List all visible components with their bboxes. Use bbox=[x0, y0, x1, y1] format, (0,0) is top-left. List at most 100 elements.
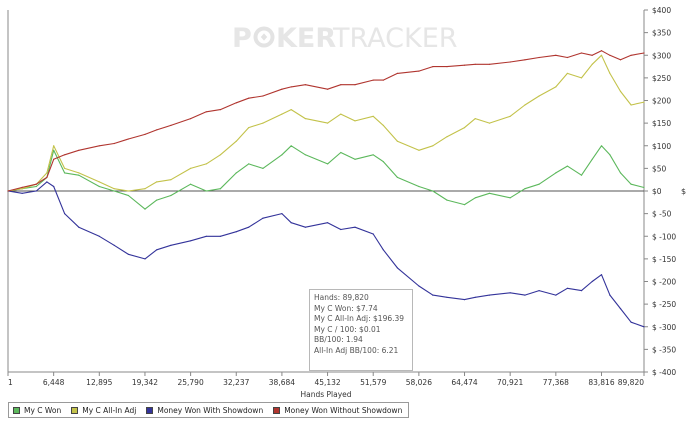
series-point-1 bbox=[354, 120, 356, 122]
chart-legend: My C Won My C All-In Adj Money Won With … bbox=[8, 402, 410, 418]
y-axis-label: $ bbox=[681, 187, 686, 196]
series-point-3 bbox=[382, 79, 384, 81]
legend-item-showdown[interactable]: Money Won With Showdown bbox=[142, 403, 269, 417]
legend-item-allin-adj[interactable]: My C All-In Adj bbox=[67, 403, 142, 417]
series-point-3 bbox=[630, 54, 632, 56]
series-point-2 bbox=[643, 326, 645, 328]
series-point-2 bbox=[35, 190, 37, 192]
series-point-2 bbox=[372, 233, 374, 235]
series-point-1 bbox=[488, 122, 491, 124]
hover-tooltip: Hands: 89,820 My C Won: $7.74 My C All-I… bbox=[309, 289, 413, 371]
series-point-3 bbox=[156, 129, 158, 131]
series-point-2 bbox=[600, 274, 603, 276]
series-point-1 bbox=[580, 77, 583, 79]
series-point-3 bbox=[396, 72, 398, 74]
x-tick-label: 12,895 bbox=[86, 378, 112, 387]
tooltip-c-won: My C Won: $7.74 bbox=[314, 303, 378, 313]
series-point-2 bbox=[509, 292, 511, 294]
y-tick-label: $ -50 bbox=[652, 210, 672, 219]
x-tick-label: 58,026 bbox=[406, 378, 432, 387]
legend-swatch bbox=[13, 406, 20, 414]
series-point-0 bbox=[524, 188, 526, 190]
series-point-1 bbox=[53, 145, 55, 147]
series-point-3 bbox=[113, 142, 115, 145]
x-tick-label: 45,132 bbox=[314, 378, 340, 387]
series-point-1 bbox=[643, 101, 645, 103]
series-point-0 bbox=[619, 172, 622, 174]
series-point-1 bbox=[98, 181, 100, 183]
series-point-3 bbox=[474, 63, 476, 65]
series-point-0 bbox=[432, 190, 434, 192]
series-point-1 bbox=[190, 167, 192, 169]
series-point-1 bbox=[382, 124, 384, 126]
series-point-0 bbox=[474, 197, 476, 199]
series-point-1 bbox=[340, 113, 342, 115]
series-point-0 bbox=[127, 194, 129, 197]
series-point-1 bbox=[78, 172, 80, 174]
series-point-3 bbox=[488, 63, 491, 65]
series-point-1 bbox=[432, 145, 434, 147]
watermark-p: P bbox=[232, 23, 252, 54]
series-point-3 bbox=[98, 145, 100, 147]
series-point-2 bbox=[113, 244, 115, 246]
series-point-2 bbox=[219, 235, 221, 237]
legend-item-no-showdown[interactable]: Money Won Without Showdown bbox=[269, 403, 408, 417]
series-point-2 bbox=[432, 294, 434, 296]
series-point-2 bbox=[53, 185, 55, 188]
series-point-0 bbox=[354, 158, 356, 160]
series-point-2 bbox=[205, 235, 207, 237]
series-point-2 bbox=[290, 222, 292, 224]
series-point-0 bbox=[643, 186, 645, 189]
x-tick-label: 25,790 bbox=[177, 378, 203, 387]
series-point-1 bbox=[474, 118, 476, 120]
series-point-0 bbox=[78, 174, 80, 176]
series-point-2 bbox=[619, 308, 622, 310]
series-point-2 bbox=[248, 226, 250, 228]
series-point-0 bbox=[446, 199, 448, 201]
series-point-2 bbox=[396, 267, 398, 269]
series-point-0 bbox=[396, 176, 398, 178]
series-point-3 bbox=[248, 97, 250, 99]
series-point-1 bbox=[446, 136, 448, 138]
series-point-3 bbox=[566, 56, 569, 59]
series-line-2 bbox=[7, 181, 645, 328]
series-point-1 bbox=[127, 190, 129, 192]
series-point-2 bbox=[354, 226, 356, 228]
x-tick-label: 19,342 bbox=[132, 378, 158, 387]
series-point-2 bbox=[127, 253, 129, 255]
series-line-1 bbox=[7, 54, 645, 192]
series-point-2 bbox=[580, 290, 583, 292]
y-tick-label: $ -200 bbox=[652, 278, 676, 287]
series-point-1 bbox=[327, 122, 329, 124]
series-line-3 bbox=[7, 50, 645, 192]
y-tick-label: $150 bbox=[652, 119, 671, 128]
series-point-2 bbox=[156, 249, 158, 251]
series-point-0 bbox=[488, 192, 491, 194]
series-point-1 bbox=[418, 149, 420, 151]
series-point-2 bbox=[591, 280, 593, 283]
series-point-3 bbox=[281, 88, 283, 90]
series-point-0 bbox=[418, 185, 420, 188]
series-point-2 bbox=[64, 213, 66, 215]
legend-item-c-won[interactable]: My C Won bbox=[9, 403, 67, 417]
y-tick-label: $ -250 bbox=[652, 300, 676, 309]
series-point-0 bbox=[205, 190, 207, 192]
series-point-1 bbox=[372, 115, 374, 117]
series-point-1 bbox=[219, 154, 221, 156]
y-tick-label: $100 bbox=[652, 142, 671, 151]
series-point-1 bbox=[46, 172, 48, 174]
series-point-1 bbox=[463, 127, 466, 129]
series-point-0 bbox=[64, 172, 66, 174]
series-point-0 bbox=[290, 145, 292, 147]
series-point-3 bbox=[290, 86, 292, 88]
series-point-3 bbox=[446, 66, 448, 68]
series-point-2 bbox=[488, 294, 491, 296]
series-point-3 bbox=[205, 111, 207, 113]
series-point-3 bbox=[609, 54, 611, 56]
series-point-1 bbox=[205, 163, 207, 165]
series-point-1 bbox=[144, 188, 146, 190]
y-tick-label: $350 bbox=[652, 29, 671, 38]
series-point-0 bbox=[235, 172, 237, 174]
series-point-2 bbox=[340, 228, 342, 231]
